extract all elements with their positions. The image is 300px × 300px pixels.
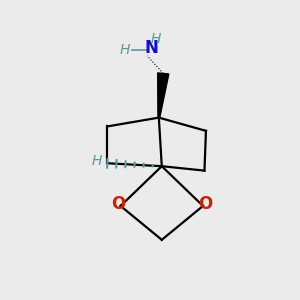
Text: H: H bbox=[91, 154, 102, 168]
Text: H: H bbox=[120, 43, 130, 57]
Polygon shape bbox=[158, 73, 169, 118]
Text: O: O bbox=[111, 196, 125, 214]
Text: O: O bbox=[198, 196, 212, 214]
Text: N: N bbox=[145, 39, 158, 57]
Text: H: H bbox=[151, 32, 161, 46]
